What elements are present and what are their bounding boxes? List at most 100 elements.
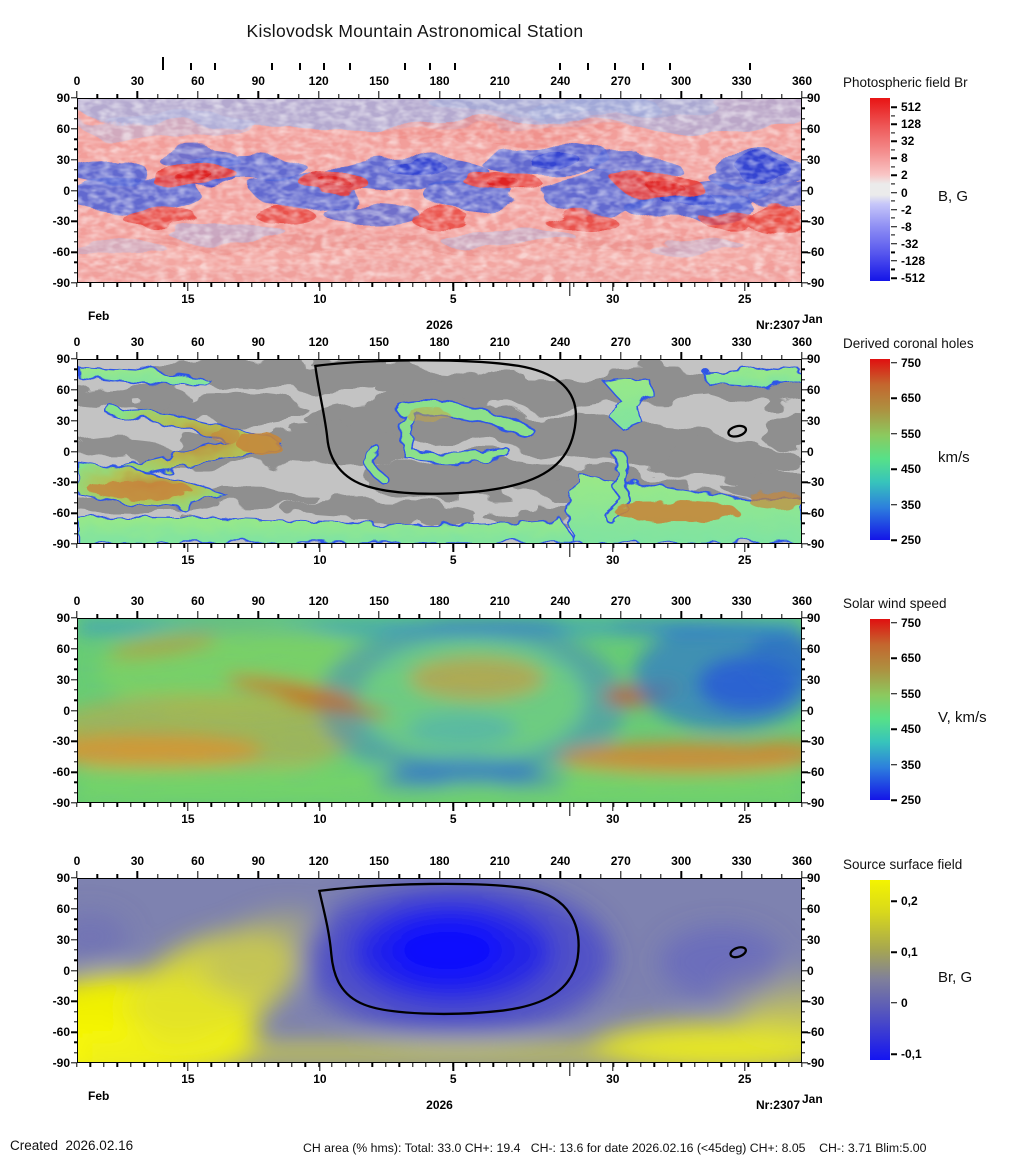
rotation-number: Nr:2307 xyxy=(755,318,800,332)
tick xyxy=(176,874,179,878)
month-label-jan: Jan xyxy=(802,1092,823,1106)
tick xyxy=(479,614,481,618)
tick xyxy=(802,928,805,931)
tick xyxy=(116,614,118,618)
tick xyxy=(519,874,521,878)
tick xyxy=(499,611,501,618)
tick xyxy=(74,918,77,920)
tick xyxy=(116,355,118,359)
tick xyxy=(761,874,763,878)
tick xyxy=(143,544,145,548)
tick xyxy=(237,1063,239,1067)
tick xyxy=(331,544,333,548)
tick xyxy=(802,969,808,972)
quiet-sun-base xyxy=(78,360,801,543)
side-tick-column xyxy=(71,877,77,1064)
tick xyxy=(620,352,622,359)
colorbar-tick-label: 550 xyxy=(901,426,922,441)
tick xyxy=(802,502,805,504)
tick xyxy=(802,1052,805,1054)
tick xyxy=(787,544,790,548)
tick xyxy=(210,283,212,287)
tick xyxy=(801,1063,803,1067)
tick xyxy=(626,803,629,807)
tick xyxy=(744,1063,746,1071)
tick xyxy=(680,611,682,618)
tick xyxy=(640,1063,642,1067)
tick xyxy=(653,283,656,287)
tick xyxy=(680,283,682,287)
tick xyxy=(197,352,199,359)
tick xyxy=(418,874,421,878)
tick xyxy=(640,283,642,287)
tick xyxy=(277,1063,280,1067)
lat-tick-label: 0 xyxy=(63,963,70,978)
tick xyxy=(136,611,139,618)
date-tick-label: 30 xyxy=(606,812,620,826)
tick xyxy=(297,874,300,878)
tick xyxy=(358,803,360,807)
tick xyxy=(438,803,441,807)
colorbar-tick xyxy=(891,692,897,695)
lat-tick-label: 60 xyxy=(56,901,70,916)
colorbar-tick-label: 0 xyxy=(901,185,908,200)
lat-tick-label: 60 xyxy=(807,901,821,916)
tick xyxy=(398,544,400,548)
date-tick-label: 30 xyxy=(606,292,620,306)
colorbar-tick xyxy=(891,763,897,766)
colorbar-tick-label: 128 xyxy=(901,117,922,132)
observation-tick xyxy=(453,63,456,70)
tick xyxy=(700,614,702,618)
lat-tick-label: -60 xyxy=(52,245,70,260)
tick xyxy=(338,614,340,618)
lon-tick-label: 180 xyxy=(429,335,450,349)
colorbar-solar-wind: 750 650 550 450 350 250 xyxy=(870,617,921,806)
wind-structures xyxy=(78,619,801,802)
tick xyxy=(640,614,642,618)
tick xyxy=(74,887,77,889)
tick xyxy=(802,918,805,920)
tick xyxy=(452,544,454,548)
tick xyxy=(74,107,77,109)
tick xyxy=(183,803,186,807)
tick xyxy=(170,803,172,807)
unit-label-b-g: B, G xyxy=(938,188,969,205)
tick xyxy=(438,611,441,618)
tick xyxy=(734,1063,736,1067)
tick xyxy=(130,544,132,548)
tick xyxy=(76,544,78,548)
tick xyxy=(586,544,588,548)
lon-tick-label: 300 xyxy=(671,594,692,608)
tick xyxy=(71,1000,77,1003)
tick xyxy=(71,512,77,514)
tick xyxy=(438,91,441,98)
tick xyxy=(653,544,656,548)
tick xyxy=(130,283,132,287)
side-tick-column xyxy=(802,97,808,284)
colorbar-title-solar-wind: Solar wind speed xyxy=(843,596,947,611)
lon-tick-label: 60 xyxy=(191,594,205,608)
tick xyxy=(802,648,808,650)
lon-tick-label: 60 xyxy=(191,74,205,88)
longitude-axis-labels: 0 30 60 90 120 150 180 210 240 270 300 330 360 xyxy=(74,335,812,349)
longitude-axis-labels: 0 30 60 90 120 150 180 210 240 270 300 330 360 xyxy=(74,594,812,608)
tick xyxy=(720,874,723,878)
tick xyxy=(74,730,77,732)
lon-tick-label: 150 xyxy=(369,854,390,868)
lat-tick-label: 30 xyxy=(807,932,821,947)
tick xyxy=(71,419,77,422)
lon-tick-label: 60 xyxy=(191,335,205,349)
tick xyxy=(319,1063,321,1071)
tick xyxy=(143,1063,145,1067)
tick xyxy=(802,491,805,494)
tick xyxy=(425,1063,427,1067)
unit-label-v-kms: V, km/s xyxy=(938,709,987,726)
tick xyxy=(76,871,78,878)
tick xyxy=(71,251,77,253)
wind-base xyxy=(78,619,801,802)
month-label-jan: Jan xyxy=(802,312,823,326)
tick xyxy=(802,471,805,473)
tick xyxy=(680,1063,682,1067)
month-label-feb: Feb xyxy=(88,1089,110,1103)
